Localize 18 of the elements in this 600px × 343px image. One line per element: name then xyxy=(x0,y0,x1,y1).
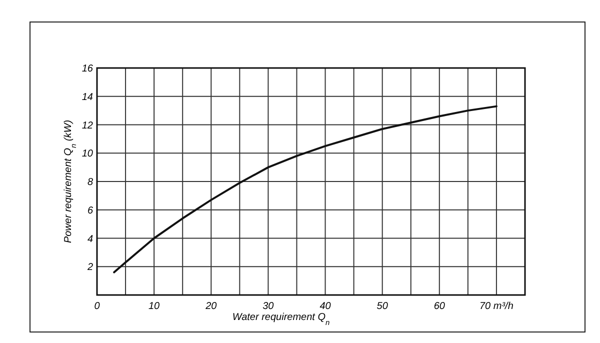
x-tick-label: 40 xyxy=(320,301,332,312)
x-tick-label: 50 xyxy=(376,301,388,312)
y-tick-label: 6 xyxy=(87,205,94,216)
x-tick-label: 0 xyxy=(94,301,100,312)
x-axis-title: Water requirement Q$_{n}$ xyxy=(232,312,330,326)
x-tick-label: 70 m³/h xyxy=(480,301,514,312)
y-tick-label: 16 xyxy=(82,64,94,74)
y-tick-label: 2 xyxy=(86,262,94,274)
y-tick-label: 4 xyxy=(87,234,94,245)
y-tick-label: 12 xyxy=(82,120,94,132)
y-tick-label: 10 xyxy=(82,148,94,160)
x-tick-label: 30 xyxy=(262,301,274,312)
x-tick-label: 10 xyxy=(148,301,160,312)
x-tick-label: 60 xyxy=(434,301,446,312)
y-tick-label: 8 xyxy=(87,177,94,188)
x-tick-label: 20 xyxy=(204,301,218,312)
y-tick-label: 14 xyxy=(82,92,94,103)
line-series xyxy=(113,105,498,274)
